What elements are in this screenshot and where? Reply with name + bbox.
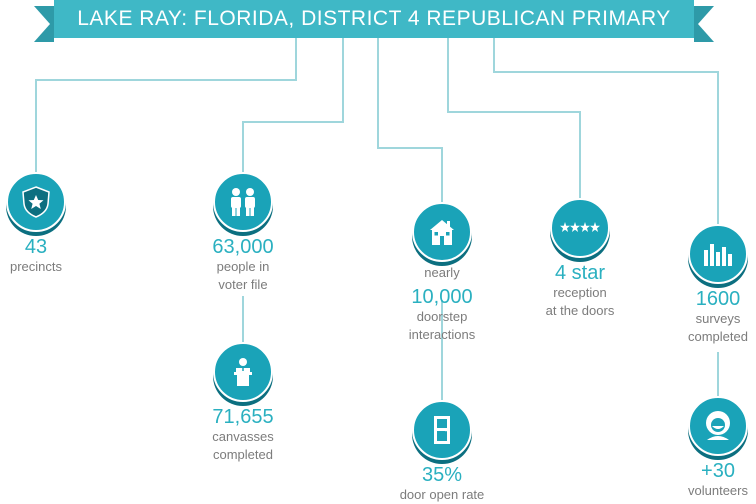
stat-precincts: 43 precincts [0,172,106,276]
stat-door-open: 35% door open rate [372,400,512,504]
doorstep-label-2: interactions [408,327,476,342]
precincts-count: 43 [24,236,48,258]
reception-label-2: at the doors [545,303,615,318]
page-title: LAKE RAY: FLORIDA, DISTRICT 4 REPUBLICAN… [77,7,671,30]
precincts-label: precincts [9,259,63,274]
doorstep-label-1: doorstep [416,309,468,324]
reception-label-1: reception [553,285,607,300]
shield-star-icon [6,172,66,232]
voter-file-label-2: voter file [218,277,268,292]
volunteer-face-icon [688,396,748,456]
door-open-rate-value: 35% [421,464,463,486]
banner-fold-left [34,6,54,42]
volunteers-label: volunteers [688,483,748,498]
door-open-rate-label: door open rate [399,487,485,502]
surveys-label-2: completed [688,329,748,344]
volunteers-count: +30 [701,460,735,482]
stat-canvasses: 71,655 canvasses completed [173,342,313,464]
doorstep-count: 10,000 [411,286,473,308]
people-icon [213,172,273,232]
reception-rating: 4 star [554,262,606,284]
surveys-count: 1600 [695,288,741,310]
doorstep-prefix: nearly [424,265,460,280]
canvasses-label-2: completed [213,447,273,462]
voter-file-count: 63,000 [212,236,274,258]
four-stars-icon [550,198,610,258]
house-icon [412,202,472,262]
banner-fold-right [694,6,714,42]
speaker-podium-icon [213,342,273,402]
stat-voter-file: 63,000 people in voter file [173,172,313,294]
canvasses-label-1: canvasses [212,429,274,444]
stat-surveys: 1600 surveys completed [648,224,756,346]
voter-file-label-1: people in [216,259,270,274]
title-banner: LAKE RAY: FLORIDA, DISTRICT 4 REPUBLICAN… [54,0,694,38]
door-icon [412,400,472,460]
stat-volunteers: +30 volunteers [648,396,756,500]
stat-doorstep: nearly 10,000 doorstep interactions [372,202,512,344]
bar-chart-icon [688,224,748,284]
canvasses-count: 71,655 [212,406,274,428]
surveys-label-1: surveys [695,311,741,326]
stat-reception: 4 star reception at the doors [510,198,650,320]
